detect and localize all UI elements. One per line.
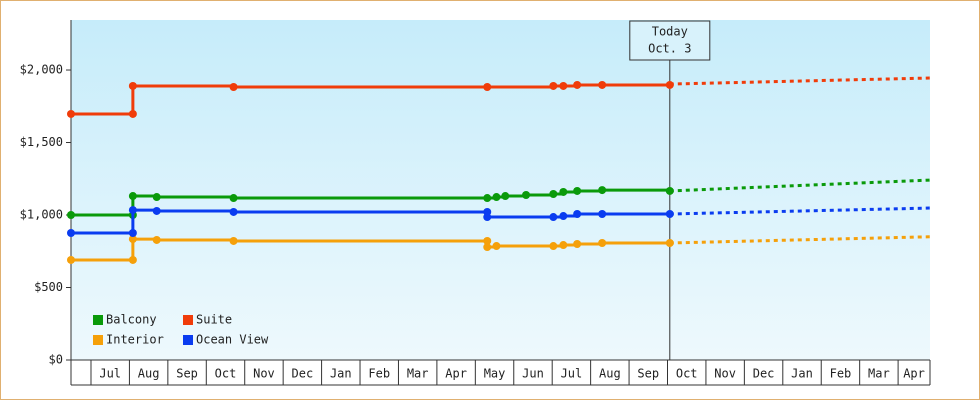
x-tick-label: Sep bbox=[637, 367, 659, 381]
point bbox=[492, 193, 501, 202]
point bbox=[483, 194, 492, 203]
y-tick-label: $2,000 bbox=[20, 63, 63, 77]
today-box bbox=[629, 20, 711, 61]
x-tick-label: Jan bbox=[791, 367, 813, 381]
point bbox=[492, 242, 501, 251]
y-tick-label: $1,500 bbox=[20, 135, 63, 149]
x-tick-label: Jun bbox=[522, 367, 544, 381]
point bbox=[522, 191, 531, 200]
today-label: Today bbox=[652, 25, 688, 39]
legend-label: Balcony bbox=[106, 313, 157, 327]
point bbox=[229, 236, 238, 245]
plot-area bbox=[71, 20, 930, 360]
x-tick-label: Jan bbox=[330, 367, 352, 381]
point bbox=[598, 209, 607, 218]
point bbox=[483, 82, 492, 91]
x-tick-label: Apr bbox=[903, 367, 925, 381]
legend-label: Ocean View bbox=[196, 333, 269, 347]
point bbox=[665, 186, 674, 195]
x-tick-label: Jul bbox=[99, 367, 121, 381]
x-tick-label: Nov bbox=[253, 367, 275, 381]
point bbox=[67, 211, 75, 220]
point bbox=[559, 81, 568, 90]
x-tick-label: Aug bbox=[138, 367, 160, 381]
point bbox=[598, 238, 607, 247]
point bbox=[483, 243, 492, 252]
point bbox=[128, 255, 137, 264]
point bbox=[549, 189, 558, 198]
point bbox=[229, 82, 238, 91]
point bbox=[128, 235, 137, 244]
forecast-line bbox=[669, 76, 931, 86]
point bbox=[128, 81, 137, 90]
x-tick-label: Dec bbox=[753, 367, 775, 381]
x-tick-label: Mar bbox=[868, 367, 890, 381]
point bbox=[559, 212, 568, 221]
point bbox=[483, 236, 492, 245]
legend-swatch bbox=[93, 335, 103, 345]
point bbox=[549, 81, 558, 90]
legend-swatch bbox=[183, 335, 193, 345]
y-tick-label: $1,000 bbox=[20, 208, 63, 222]
forecast-line bbox=[669, 235, 931, 245]
x-tick-label: Oct bbox=[676, 367, 698, 381]
point bbox=[501, 192, 510, 201]
x-tick-label: Mar bbox=[407, 367, 429, 381]
point bbox=[559, 241, 568, 250]
point bbox=[573, 186, 582, 195]
x-tick-label: Aug bbox=[599, 367, 621, 381]
legend-label: Suite bbox=[196, 313, 232, 327]
point bbox=[549, 242, 558, 251]
x-tick-label: Nov bbox=[714, 367, 736, 381]
point bbox=[152, 193, 161, 202]
point bbox=[665, 80, 674, 89]
point bbox=[67, 109, 75, 118]
x-tick-label: Feb bbox=[368, 367, 390, 381]
point bbox=[128, 206, 137, 215]
point bbox=[665, 209, 674, 218]
point bbox=[229, 207, 238, 216]
point bbox=[598, 186, 607, 195]
point bbox=[559, 187, 568, 196]
today-label: Oct. 3 bbox=[648, 42, 691, 56]
x-tick-label: Feb bbox=[830, 367, 852, 381]
x-tick-label: Oct bbox=[215, 367, 237, 381]
legend-swatch bbox=[183, 315, 193, 325]
y-tick-label: $500 bbox=[34, 280, 63, 294]
x-tick-label: Dec bbox=[292, 367, 314, 381]
x-tick-label: Jul bbox=[561, 367, 583, 381]
point bbox=[573, 209, 582, 218]
legend-swatch bbox=[93, 315, 103, 325]
point bbox=[67, 255, 75, 264]
point bbox=[665, 238, 674, 247]
point bbox=[67, 228, 75, 237]
point bbox=[483, 213, 492, 222]
point bbox=[573, 80, 582, 89]
y-tick-label: $0 bbox=[49, 353, 63, 367]
x-tick-label: May bbox=[484, 367, 506, 381]
point bbox=[152, 206, 161, 215]
forecast-line bbox=[669, 178, 931, 193]
x-tick-label: Apr bbox=[445, 367, 467, 381]
forecast-line bbox=[669, 206, 931, 216]
point bbox=[128, 109, 137, 118]
x-tick-label: Sep bbox=[176, 367, 198, 381]
legend-label: Interior bbox=[106, 333, 164, 347]
point bbox=[573, 240, 582, 249]
point bbox=[152, 235, 161, 244]
point bbox=[598, 80, 607, 89]
point bbox=[128, 228, 137, 237]
point bbox=[128, 192, 137, 201]
point bbox=[229, 194, 238, 203]
point bbox=[549, 213, 558, 222]
